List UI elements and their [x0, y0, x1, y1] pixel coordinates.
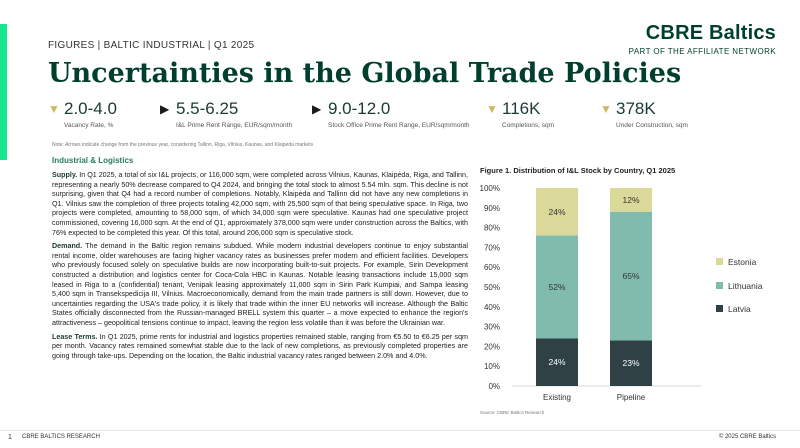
kpi-completions: ▼ 116K Completions, sqm	[486, 99, 554, 129]
kpi-il-prime-rent: ▶ 5.5-6.25 I&L Prime Rent Range, EUR/sqm…	[160, 99, 292, 129]
paragraph-text: The demand in the Baltic region remains …	[52, 242, 468, 327]
kpi-label: Under Construction, sqm	[616, 122, 688, 129]
data-label: 12%	[622, 195, 639, 205]
kpi-under-construction: ▼ 378K Under Construction, sqm	[600, 99, 688, 129]
breadcrumb: FIGURES | BALTIC INDUSTRIAL | Q1 2025	[48, 40, 255, 51]
stacked-bar-chart: 0% 10% 20% 30% 40% 50% 60% 70% 80% 90% 100% 24% 52% 2…	[480, 184, 763, 402]
body-text: Industrial & Logistics Supply. In Q1 202…	[52, 156, 468, 365]
data-label: 24%	[548, 207, 565, 217]
y-tick-label: 100%	[480, 184, 500, 193]
paragraph-lead: Supply.	[52, 171, 78, 179]
kpi-value: 116K	[502, 99, 541, 118]
paragraph-supply: Supply. In Q1 2025, a total of six I&L p…	[52, 171, 468, 238]
bar-segment-lithuania	[610, 211, 652, 341]
data-label: 52%	[548, 282, 565, 292]
legend-swatch	[716, 305, 723, 312]
kpi-value: 9.0-12.0	[328, 99, 391, 118]
y-tick-label: 30%	[484, 323, 500, 332]
paragraph-text: In Q1 2025, a total of six I&L projects,…	[52, 171, 468, 237]
bar-segment-lithuania	[536, 235, 578, 339]
chart-title: Figure 1. Distribution of I&L Stock by C…	[480, 166, 676, 175]
paragraph-lead: Lease Terms.	[52, 332, 98, 341]
y-tick-label: 40%	[484, 303, 500, 312]
section-heading: Industrial & Logistics	[52, 156, 134, 165]
brand-subtitle: PART OF THE AFFILIATE NETWORK	[628, 47, 776, 56]
right-arrow-icon: ▶	[160, 102, 170, 116]
bar-segment-estonia	[536, 188, 578, 236]
chart-source: Source: CBRE Baltics Research	[480, 410, 545, 415]
right-arrow-icon: ▶	[312, 102, 322, 116]
bar-segment-latvia	[536, 338, 578, 386]
y-tick-label: 50%	[484, 283, 500, 292]
page-title: Uncertainties in the Global Trade Polici…	[48, 58, 682, 89]
y-tick-label: 10%	[484, 362, 500, 371]
legend-label: Latvia	[728, 304, 751, 314]
footer-copyright: © 2025 CBRE Baltics	[718, 434, 776, 440]
legend-label: Estonia	[728, 257, 757, 267]
kpi-value: 378K	[616, 99, 656, 118]
paragraph-text: In Q1 2025, prime rents for industrial a…	[52, 332, 468, 360]
y-tick-label: 0%	[488, 382, 500, 391]
bar-segment-estonia	[610, 188, 652, 212]
kpi-label: I&L Prime Rent Range, EUR/sqm/month	[176, 122, 293, 129]
y-tick-label: 20%	[484, 342, 500, 351]
footer-left: CBRE BALTICS RESEARCH	[22, 434, 100, 440]
legend-label: Lithuania	[728, 281, 763, 291]
data-label: 23%	[622, 358, 639, 368]
kpi-office-prime-rent: ▶ 9.0-12.0 Stock Office Prime Rent Range…	[312, 99, 470, 129]
x-tick-label: Pipeline	[617, 393, 646, 402]
data-label: 24%	[548, 357, 565, 367]
y-tick-label: 90%	[484, 204, 500, 213]
footer-divider	[0, 430, 800, 431]
paragraph-lease-terms: Lease Terms. In Q1 2025, prime rents for…	[52, 333, 468, 362]
arrows-note: Note: Arrows indicate change from the pr…	[52, 142, 314, 148]
kpi-vacancy-rate: ▼ 2.0-4.0 Vacancy Rate, %	[48, 99, 117, 129]
down-arrow-icon: ▼	[48, 102, 60, 116]
paragraph-demand: Demand. The demand in the Baltic region …	[52, 242, 468, 328]
paragraph-lead: Demand.	[52, 242, 83, 251]
kpi-value: 2.0-4.0	[64, 99, 117, 118]
x-tick-label: Existing	[543, 393, 571, 402]
page-number: 1	[8, 434, 12, 441]
legend-swatch	[716, 282, 723, 289]
y-tick-label: 80%	[484, 224, 500, 233]
down-arrow-icon: ▼	[486, 102, 498, 116]
kpi-label: Vacancy Rate, %	[64, 122, 114, 129]
kpi-label: Completions, sqm	[502, 122, 555, 129]
y-tick-label: 70%	[484, 243, 500, 252]
down-arrow-icon: ▼	[600, 102, 612, 116]
brand: CBRE Baltics PART OF THE AFFILIATE NETWO…	[629, 22, 776, 56]
accent-bar	[0, 24, 7, 160]
kpi-label: Stock Office Prime Rent Range, EUR/sqm/m…	[328, 122, 470, 129]
brand-logo: CBRE Baltics	[645, 22, 776, 44]
bar-segment-latvia	[610, 340, 652, 386]
legend-swatch	[716, 258, 723, 265]
kpi-value: 5.5-6.25	[176, 99, 239, 118]
y-tick-label: 60%	[484, 263, 500, 272]
data-label: 65%	[622, 271, 639, 281]
